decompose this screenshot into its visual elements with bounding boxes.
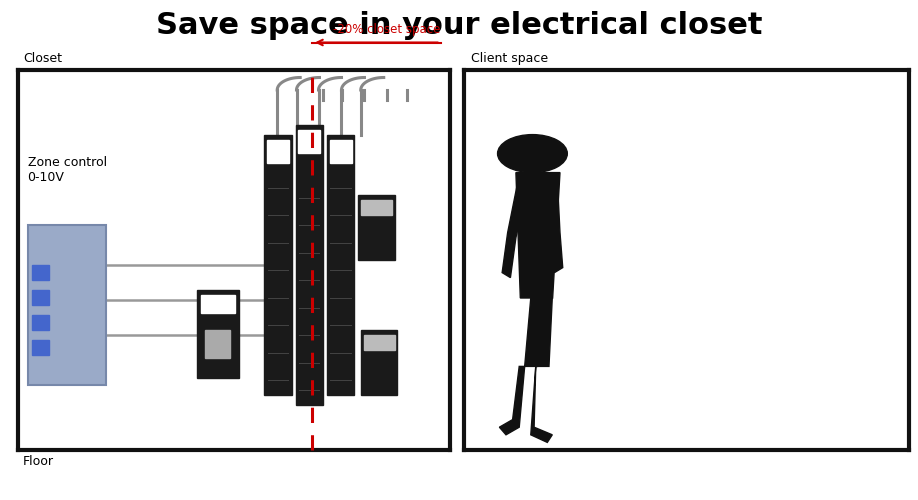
Bar bbox=[32, 340, 49, 355]
Bar bbox=[267, 140, 289, 162]
Polygon shape bbox=[499, 298, 541, 435]
Polygon shape bbox=[502, 175, 530, 278]
Text: Save space in your electrical closet: Save space in your electrical closet bbox=[156, 10, 762, 40]
Bar bbox=[296, 125, 323, 405]
Bar bbox=[358, 195, 395, 260]
Text: -20% closet space: -20% closet space bbox=[333, 24, 441, 36]
Bar bbox=[201, 295, 235, 312]
Bar bbox=[327, 135, 354, 395]
FancyBboxPatch shape bbox=[28, 225, 106, 385]
Bar bbox=[205, 330, 230, 357]
Text: Zone control
0-10V: Zone control 0-10V bbox=[28, 156, 106, 184]
Bar bbox=[330, 140, 352, 162]
Polygon shape bbox=[531, 298, 553, 442]
Polygon shape bbox=[543, 175, 563, 272]
Text: Client space: Client space bbox=[471, 52, 548, 65]
Bar bbox=[264, 135, 292, 395]
Polygon shape bbox=[516, 172, 560, 298]
Bar bbox=[32, 290, 49, 305]
Bar bbox=[197, 290, 239, 378]
Text: Closet: Closet bbox=[23, 52, 62, 65]
Circle shape bbox=[498, 134, 567, 172]
Bar bbox=[361, 330, 397, 395]
Bar bbox=[298, 130, 320, 152]
Bar bbox=[32, 315, 49, 330]
Bar bbox=[361, 200, 392, 215]
Bar bbox=[32, 265, 49, 280]
Text: Floor: Floor bbox=[23, 455, 54, 468]
Bar bbox=[364, 335, 395, 350]
